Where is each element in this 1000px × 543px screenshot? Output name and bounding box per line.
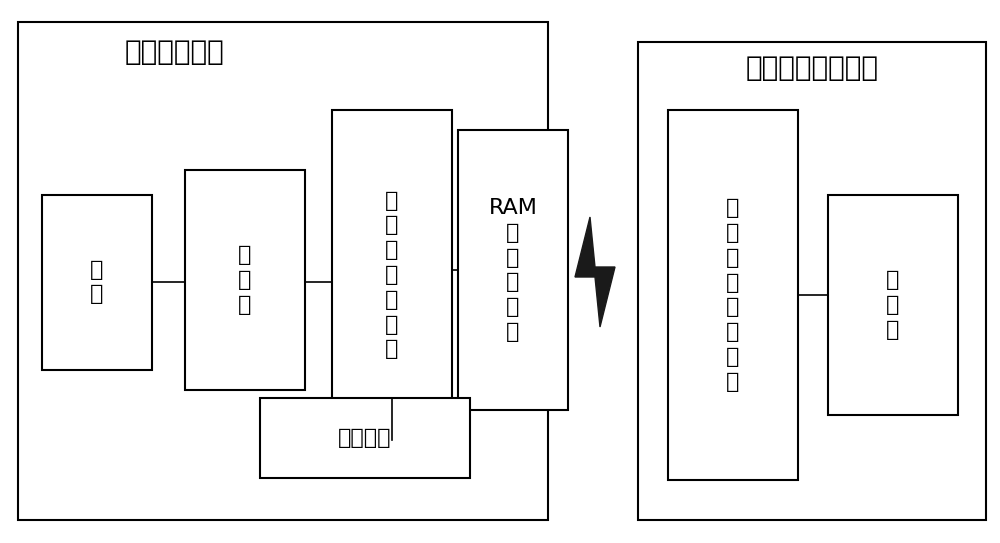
Bar — [638, 42, 986, 520]
Text: 图像采集装置: 图像采集装置 — [125, 38, 225, 66]
Bar — [458, 130, 568, 410]
Text: 导
轨: 导 轨 — [90, 260, 104, 305]
Bar — [42, 195, 152, 370]
Text: 摄
像
头: 摄 像 头 — [238, 245, 252, 315]
Text: 图
像
预
处
理
模
块: 图 像 预 处 理 模 块 — [385, 191, 399, 359]
Text: 特
征
向
量
提
取
模
块: 特 征 向 量 提 取 模 块 — [726, 198, 740, 392]
Polygon shape — [575, 217, 615, 327]
Bar — [828, 195, 958, 415]
Bar — [18, 22, 548, 520]
Bar — [668, 110, 798, 480]
Text: 分
类
器: 分 类 器 — [886, 270, 900, 340]
Bar — [260, 398, 470, 478]
Bar — [185, 170, 305, 390]
Text: 大数据服务器平台: 大数据服务器平台 — [746, 54, 879, 82]
Text: 动力系统: 动力系统 — [338, 428, 392, 448]
Bar — [332, 110, 452, 440]
Text: RAM
外
部
存
储
器: RAM 外 部 存 储 器 — [489, 198, 537, 342]
